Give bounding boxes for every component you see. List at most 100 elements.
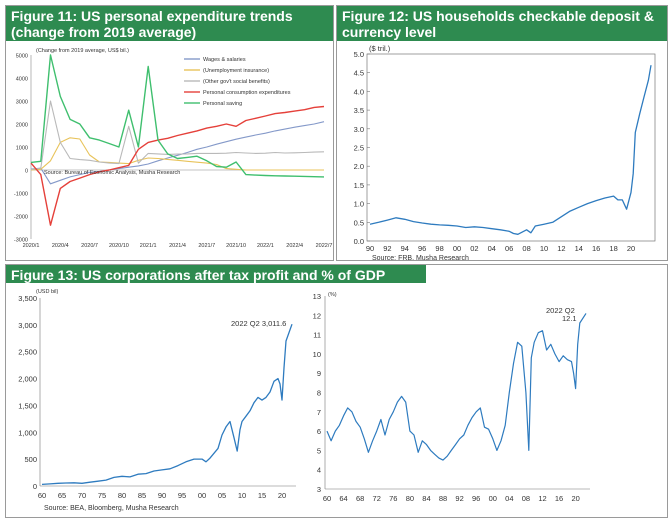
- y-tick-label: 0.5: [354, 218, 364, 227]
- y-tick-label: 2.0: [354, 162, 364, 171]
- x-tick-label: 02: [470, 244, 478, 253]
- x-tick-label: 96: [418, 244, 426, 253]
- x-tick-label: 06: [505, 244, 513, 253]
- series-line-saving: [30, 54, 325, 178]
- left-y-tick-label: 2,500: [18, 348, 37, 357]
- x-tick-label: 2021/10: [226, 243, 246, 249]
- x-tick-label: 2020/1: [23, 243, 40, 249]
- left-x-tick-label: 85: [138, 491, 146, 500]
- x-tick-label: 2021/4: [169, 243, 186, 249]
- figure-12-title: Figure 12: US households checkable depos…: [337, 6, 667, 41]
- left-x-tick-label: 95: [178, 491, 186, 500]
- right-x-tick-label: 04: [505, 494, 513, 503]
- right-y-tick-label: 4: [317, 466, 321, 475]
- right-x-tick-label: 84: [422, 494, 430, 503]
- x-tick-label: 00: [453, 244, 461, 253]
- x-tick-label: 2020/7: [81, 243, 98, 249]
- right-annotation-line1: 2022 Q2: [546, 306, 575, 315]
- right-x-tick-label: 88: [439, 494, 447, 503]
- right-y-tick-label: 9: [317, 369, 321, 378]
- right-y-tick-label: 6: [317, 427, 321, 436]
- left-x-tick-label: 15: [258, 491, 266, 500]
- series-line: [369, 65, 652, 235]
- unit-note: (Change from 2019 average, US$ bil.): [36, 48, 129, 54]
- y-tick-label: 4000: [16, 77, 28, 83]
- right-y-tick-label: 5: [317, 446, 321, 455]
- x-tick-label: 2021/7: [198, 243, 215, 249]
- y-tick-label: 5000: [16, 54, 28, 60]
- right-x-tick-label: 96: [472, 494, 480, 503]
- right-y-tick-label: 12: [313, 311, 321, 320]
- left-y-tick-label: 0: [33, 482, 37, 491]
- figure-13-chart: (USD bil)05001,0001,5002,0002,5003,0003,…: [18, 289, 590, 512]
- figure-11-title: Figure 11: US personal expenditure trend…: [6, 6, 333, 41]
- y-tick-label: -2000: [14, 215, 28, 221]
- y-tick-label: -3000: [14, 238, 28, 244]
- series-line-wages: [30, 121, 325, 185]
- y-tick-label: 4.5: [354, 69, 364, 78]
- left-y-tick-label: 500: [24, 455, 37, 464]
- legend-label-saving: Personal saving: [203, 101, 242, 107]
- right-x-tick-label: 72: [373, 494, 381, 503]
- x-tick-label: 90: [366, 244, 374, 253]
- right-y-tick-label: 7: [317, 408, 321, 417]
- y-tick-label: 1.0: [354, 200, 364, 209]
- right-x-tick-label: 08: [522, 494, 530, 503]
- right-x-tick-label: 68: [356, 494, 364, 503]
- y-tick-label: 2.5: [354, 144, 364, 153]
- y-tick-label: -1000: [14, 192, 28, 198]
- x-tick-label: 04: [488, 244, 496, 253]
- y-tick-label: 0: [25, 169, 28, 175]
- left-x-tick-label: 70: [78, 491, 86, 500]
- right-x-tick-label: 60: [323, 494, 331, 503]
- right-x-tick-label: 00: [489, 494, 497, 503]
- right-x-tick-label: 76: [389, 494, 397, 503]
- left-unit-label: (USD bil): [36, 289, 58, 295]
- series-line-pce: [30, 105, 325, 226]
- right-x-tick-label: 80: [406, 494, 414, 503]
- series-line-other: [30, 100, 325, 171]
- series-line-unemp: [30, 137, 324, 171]
- y-tick-label: 3000: [16, 100, 28, 106]
- left-series-line: [41, 323, 293, 486]
- right-annotation-line2: 12.1: [562, 314, 577, 323]
- y-tick-label: 0.0: [354, 237, 364, 246]
- left-y-tick-label: 2,000: [18, 375, 37, 384]
- y-tick-label: 3.0: [354, 125, 364, 134]
- x-tick-label: 2020/10: [109, 243, 129, 249]
- x-tick-label: 08: [522, 244, 530, 253]
- right-unit-label: (%): [328, 292, 337, 298]
- left-x-tick-label: 75: [98, 491, 106, 500]
- x-tick-label: 2022/4: [286, 243, 303, 249]
- y-tick-label: 3.5: [354, 106, 364, 115]
- x-tick-label: 18: [609, 244, 617, 253]
- right-series-line: [326, 313, 587, 461]
- left-x-tick-label: 90: [158, 491, 166, 500]
- left-annotation: 2022 Q2 3,011.6: [231, 319, 286, 328]
- figure-13-title: Figure 13: US corporations after tax pro…: [6, 265, 426, 283]
- y-tick-label: 5.0: [354, 50, 364, 59]
- x-tick-label: 14: [575, 244, 583, 253]
- right-y-tick-label: 3: [317, 485, 321, 494]
- figure-11-chart: (Change from 2019 average, US$ bil.) -300…: [14, 48, 332, 249]
- x-tick-label: 16: [592, 244, 600, 253]
- right-x-tick-label: 16: [555, 494, 563, 503]
- x-tick-label: 2020/4: [52, 243, 69, 249]
- right-y-tick-label: 13: [313, 292, 321, 301]
- source-note: Source: BEA, Bloomberg, Musha Research: [44, 505, 179, 512]
- x-tick-label: 12: [557, 244, 565, 253]
- x-tick-label: 92: [383, 244, 391, 253]
- x-tick-label: 10: [540, 244, 548, 253]
- left-y-tick-label: 3,500: [18, 294, 37, 303]
- legend-label-other: (Other gov't social benefits): [203, 79, 270, 85]
- legend-label-unemp: (Unemployment insurance): [203, 68, 269, 74]
- legend-label-wages: Wages & salaries: [203, 57, 246, 63]
- x-tick-label: 2021/1: [140, 243, 157, 249]
- legend-label-pce: Personal consumption expenditures: [203, 90, 291, 96]
- left-x-tick-label: 60: [38, 491, 46, 500]
- figure-11-panel: Figure 11: US personal expenditure trend…: [5, 5, 334, 261]
- left-x-tick-label: 00: [198, 491, 206, 500]
- right-x-tick-label: 92: [455, 494, 463, 503]
- source-note: Source: FRB, Musha Research: [372, 255, 469, 260]
- x-tick-label: 98: [435, 244, 443, 253]
